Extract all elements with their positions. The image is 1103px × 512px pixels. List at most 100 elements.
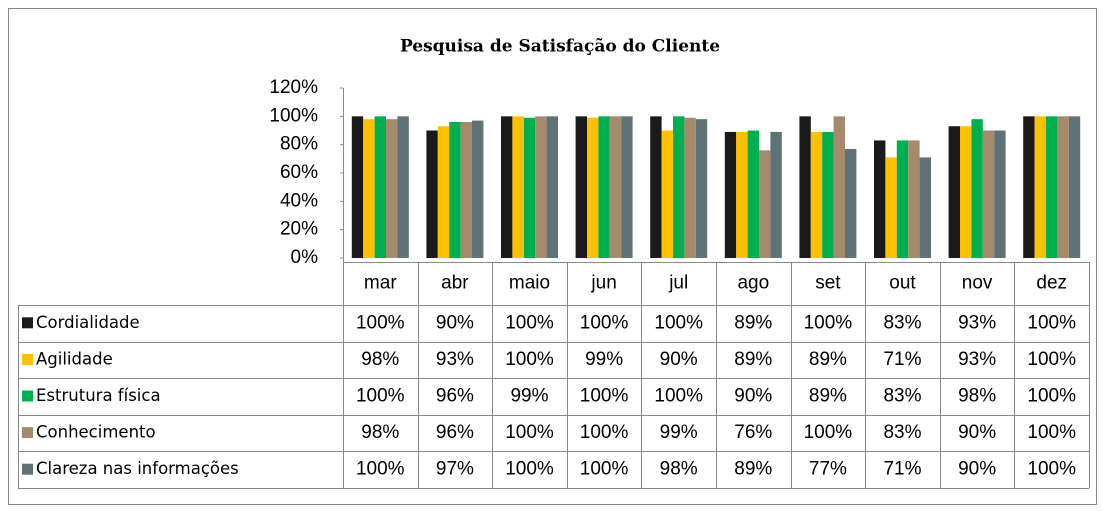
value-label: 100%: [580, 312, 629, 333]
legend-label: Agilidade: [36, 349, 113, 368]
bar: [759, 150, 771, 258]
x-tick-label: dez: [1036, 273, 1067, 294]
legend-label: Cordialidade: [36, 313, 140, 332]
bar: [609, 116, 622, 258]
value-label: 83%: [883, 312, 921, 333]
bar: [948, 126, 960, 258]
bar: [460, 122, 472, 258]
bar: [472, 120, 484, 258]
value-label: 93%: [958, 312, 996, 333]
bar: [833, 116, 845, 258]
x-tick-label: ago: [737, 273, 769, 294]
value-label: 100%: [804, 422, 853, 443]
bar: [575, 116, 587, 258]
bar: [449, 122, 461, 258]
bar: [374, 116, 386, 258]
value-label: 89%: [734, 459, 772, 480]
bar: [885, 157, 897, 258]
bar: [598, 116, 610, 258]
bar: [747, 130, 759, 258]
value-label: 77%: [809, 459, 847, 480]
bar: [1023, 116, 1035, 258]
value-label: 89%: [809, 386, 847, 407]
bar: [874, 140, 886, 258]
bar: [736, 131, 748, 258]
value-label: 96%: [436, 386, 474, 407]
value-label: 100%: [1027, 349, 1076, 370]
bar: [845, 148, 857, 258]
value-label: 100%: [505, 422, 554, 443]
bar: [363, 119, 375, 259]
y-tick-label: 120%: [269, 77, 318, 98]
bar: [501, 116, 513, 258]
bar: [982, 130, 995, 258]
value-label: 100%: [505, 349, 554, 370]
value-label: 71%: [883, 459, 921, 480]
value-label: 100%: [356, 312, 405, 333]
bar: [426, 130, 438, 258]
value-label: 100%: [356, 386, 405, 407]
bar: [650, 116, 662, 258]
value-label: 100%: [1027, 312, 1076, 333]
x-tick-label: set: [815, 273, 841, 294]
value-label: 100%: [1027, 386, 1076, 407]
bar: [994, 130, 1006, 258]
legend-label: Estrutura física: [36, 386, 161, 405]
bar: [960, 126, 972, 258]
x-tick-label: maio: [509, 273, 550, 294]
value-label: 100%: [1027, 459, 1076, 480]
value-label: 100%: [505, 459, 554, 480]
value-label: 98%: [361, 349, 399, 370]
value-label: 99%: [660, 422, 698, 443]
bar: [535, 116, 547, 258]
bar: [386, 119, 398, 259]
bar: [695, 119, 708, 259]
legend-key: [22, 463, 33, 475]
value-label: 100%: [505, 312, 554, 333]
value-label: 89%: [734, 349, 772, 370]
y-tick-label: 0%: [291, 247, 319, 268]
value-label: 99%: [585, 349, 623, 370]
value-label: 89%: [734, 312, 772, 333]
value-label: 93%: [958, 349, 996, 370]
value-label: 90%: [734, 386, 772, 407]
value-label: 98%: [361, 422, 399, 443]
value-label: 89%: [809, 349, 847, 370]
bar: [1057, 116, 1069, 258]
value-label: 90%: [660, 349, 698, 370]
y-tick-label: 60%: [280, 162, 318, 183]
value-label: 93%: [436, 349, 474, 370]
value-label: 90%: [958, 459, 996, 480]
value-label: 83%: [883, 386, 921, 407]
value-label: 96%: [436, 422, 474, 443]
legend-key: [22, 353, 33, 365]
y-tick-label: 100%: [269, 105, 318, 126]
x-tick-label: nov: [962, 273, 993, 294]
value-label: 98%: [958, 386, 996, 407]
x-tick-label: mar: [364, 273, 397, 294]
legend-key: [22, 390, 33, 402]
value-label: 71%: [883, 349, 921, 370]
bar: [896, 140, 909, 258]
bar: [621, 116, 633, 258]
bar: [673, 116, 685, 258]
value-label: 90%: [436, 312, 474, 333]
value-label: 100%: [580, 386, 629, 407]
value-label: 83%: [883, 422, 921, 443]
value-label: 100%: [654, 312, 703, 333]
value-label: 97%: [436, 459, 474, 480]
y-tick-label: 20%: [280, 219, 318, 240]
legend-label: Conhecimento: [36, 423, 156, 442]
x-tick-label: jun: [590, 273, 616, 294]
bar: [523, 117, 536, 258]
bar: [397, 116, 409, 258]
bar: [971, 119, 983, 259]
value-label: 99%: [510, 386, 548, 407]
legend-key: [22, 427, 33, 439]
value-label: 100%: [580, 459, 629, 480]
bar: [437, 126, 450, 258]
value-label: 100%: [804, 312, 853, 333]
bar: [822, 131, 834, 258]
